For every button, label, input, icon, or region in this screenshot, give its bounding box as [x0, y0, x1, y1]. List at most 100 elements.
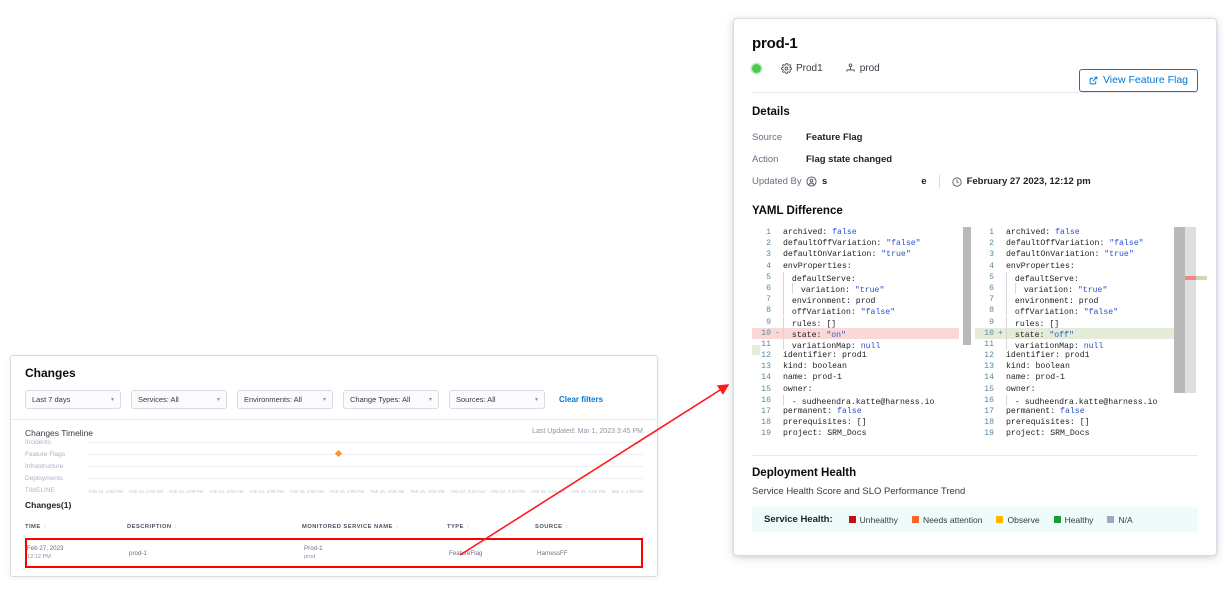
sort-icon[interactable]: ↕ [565, 523, 569, 530]
yaml-diff-marker [774, 261, 781, 272]
timeline-tick-list: Feb 22, 4:00 PM Feb 23, 4:00 AM Feb 23, … [89, 489, 643, 494]
legend-swatch [1053, 516, 1061, 523]
yaml-line: 20 tags: [] [752, 440, 959, 442]
yaml-line-number: 18 [761, 418, 771, 428]
sort-icon[interactable]: ↕ [395, 523, 399, 530]
yaml-diff-marker [997, 261, 1004, 272]
filter-time-range[interactable]: Last 7 days ▾ [25, 390, 121, 409]
yaml-line-text: defaultServe: [1004, 271, 1079, 284]
view-feature-flag-button[interactable]: View Feature Flag [1078, 69, 1198, 92]
yaml-diff-right-pane[interactable]: 1 archived: false 2 defaultOffVariation: "f… [975, 227, 1182, 441]
timeline-row-infrastructure: Infrastructure [25, 460, 643, 472]
yaml-line-text: archived: false [783, 228, 857, 237]
filter-change-types[interactable]: Change Types: All ▾ [343, 390, 439, 409]
environment-chip[interactable]: Prod1 [781, 63, 823, 74]
cell-monitored-service: Prod-1 prod [304, 544, 449, 562]
gear-icon [781, 63, 792, 74]
yaml-line-number: 16 [761, 395, 771, 405]
timeline-event-marker[interactable] [334, 449, 342, 458]
timeline-axis-label: TIMELINE [25, 488, 56, 494]
yaml-line: 3 defaultOnVariation: "true" [975, 249, 1182, 260]
column-header-time[interactable]: TIME ↕ [25, 524, 127, 530]
yaml-line-number: 1 [989, 228, 994, 237]
yaml-line-text: offVariation: "false" [781, 305, 895, 317]
yaml-line: 11 variationMap: null [752, 338, 959, 351]
yaml-line: 13 kind: boolean [752, 361, 959, 372]
yaml-line-number: 10 [761, 328, 771, 338]
yaml-line-text: variationMap: null [781, 338, 880, 351]
sort-icon[interactable]: ↕ [174, 523, 178, 530]
cell-description: prod-1 [129, 549, 147, 557]
yaml-diff-marker [997, 227, 1004, 238]
yaml-line-number: 9 [989, 317, 994, 327]
yaml-diff-marker [774, 440, 781, 441]
cell-time: Feb 27, 2023 12:12 PM [27, 544, 129, 562]
column-header-description[interactable]: DESCRIPTION ↕ [127, 524, 302, 530]
timeline-track [89, 477, 643, 479]
clear-filters-link[interactable]: Clear filters [559, 395, 604, 404]
yaml-line-number: 17 [984, 407, 994, 416]
yaml-diff-marker [997, 350, 1004, 361]
legend-swatch [996, 516, 1004, 523]
yaml-left-scrollbar[interactable] [963, 227, 971, 345]
cell-type: FeatureFlag [449, 549, 483, 557]
column-header-source[interactable]: SOURCE ↕ [535, 524, 643, 530]
filter-environments[interactable]: Environments: All ▾ [237, 390, 333, 409]
sort-icon[interactable]: ↕ [43, 523, 47, 530]
deployment-health-subtitle: Service Health Score and SLO Performance… [752, 486, 966, 497]
filter-sources[interactable]: Sources: All ▾ [449, 390, 545, 409]
column-header-monitored-service-name[interactable]: MONITORED SERVICE NAME ↕ [302, 524, 447, 530]
yaml-line-number: 4 [766, 261, 771, 271]
legend-swatch [1107, 516, 1115, 523]
yaml-diff-marker: + [998, 328, 1003, 338]
timeline-tick: Feb 28, 4:00 PM [571, 488, 606, 494]
yaml-minimap[interactable] [1174, 227, 1207, 393]
filter-services[interactable]: Services: All ▾ [131, 390, 227, 409]
yaml-line: 1 archived: false [752, 227, 959, 238]
yaml-line: 8 offVariation: "false" [975, 305, 1182, 317]
yaml-diff-marker [774, 372, 781, 383]
yaml-line-text: defaultOffVariation: "false" [783, 239, 921, 249]
legend-item-na: N/A [1107, 515, 1133, 525]
yaml-line: 18 prerequisites: [] [752, 417, 959, 428]
yaml-diff-marker [997, 317, 1004, 328]
yaml-line-text: - sudheendra.katte@harness.io [781, 394, 934, 407]
column-header-label: TYPE [447, 524, 464, 530]
yaml-line-text: project: SRM_Docs [1006, 429, 1090, 439]
yaml-diff-marker [774, 283, 781, 294]
chevron-down-icon: ▾ [322, 396, 326, 403]
timeline-tick: Feb 26, 4:00 AM [370, 488, 405, 494]
service-chip[interactable]: prod [845, 63, 880, 74]
yaml-line-number: 20 [752, 440, 774, 442]
timeline-row-label: Feature Flags [25, 450, 66, 458]
yaml-minimap-thumb[interactable] [1174, 227, 1185, 393]
yaml-line-text: envProperties: [1006, 261, 1075, 271]
yaml-line-text: identifier: prod1 [783, 351, 867, 361]
yaml-line: 11 variationMap: null [975, 338, 1182, 351]
yaml-line-text: owner: [1006, 384, 1036, 394]
sort-icon[interactable]: ↕ [466, 523, 470, 530]
yaml-line-text: offVariation: "false" [1004, 305, 1118, 317]
status-ok-icon [752, 64, 761, 73]
yaml-line-number: 13 [761, 362, 771, 372]
yaml-line: 6 variation: "true" [752, 282, 959, 295]
yaml-line-number: 7 [766, 295, 771, 305]
table-row[interactable]: Feb 27, 2023 12:12 PM prod-1 Prod-1 prod… [25, 538, 643, 568]
yaml-line-number: 16 [984, 395, 994, 405]
yaml-line-text: archived: false [1006, 228, 1080, 237]
column-header-label: DESCRIPTION [127, 524, 172, 530]
environment-chip-label: Prod1 [796, 63, 823, 74]
legend-item-healthy: Healthy [1053, 515, 1093, 525]
chevron-down-icon: ▾ [534, 396, 538, 403]
detail-value: Flag state changed [806, 154, 893, 165]
column-header-type[interactable]: TYPE ↕ [447, 524, 535, 530]
timeline-track [89, 441, 643, 443]
timeline-tick: Feb 23, 4:00 AM [129, 488, 164, 494]
yaml-line-text: tags: [] [1004, 440, 1045, 442]
yaml-line: 5 defaultServe: [752, 271, 959, 284]
yaml-diff-left-pane[interactable]: 1 archived: false 2 defaultOffVariation: "f… [752, 227, 959, 441]
yaml-line-text: environment: prod [1004, 294, 1098, 306]
column-header-label: MONITORED SERVICE NAME [302, 524, 393, 530]
view-feature-flag-label: View Feature Flag [1102, 74, 1188, 86]
yaml-diff-marker [774, 384, 781, 395]
